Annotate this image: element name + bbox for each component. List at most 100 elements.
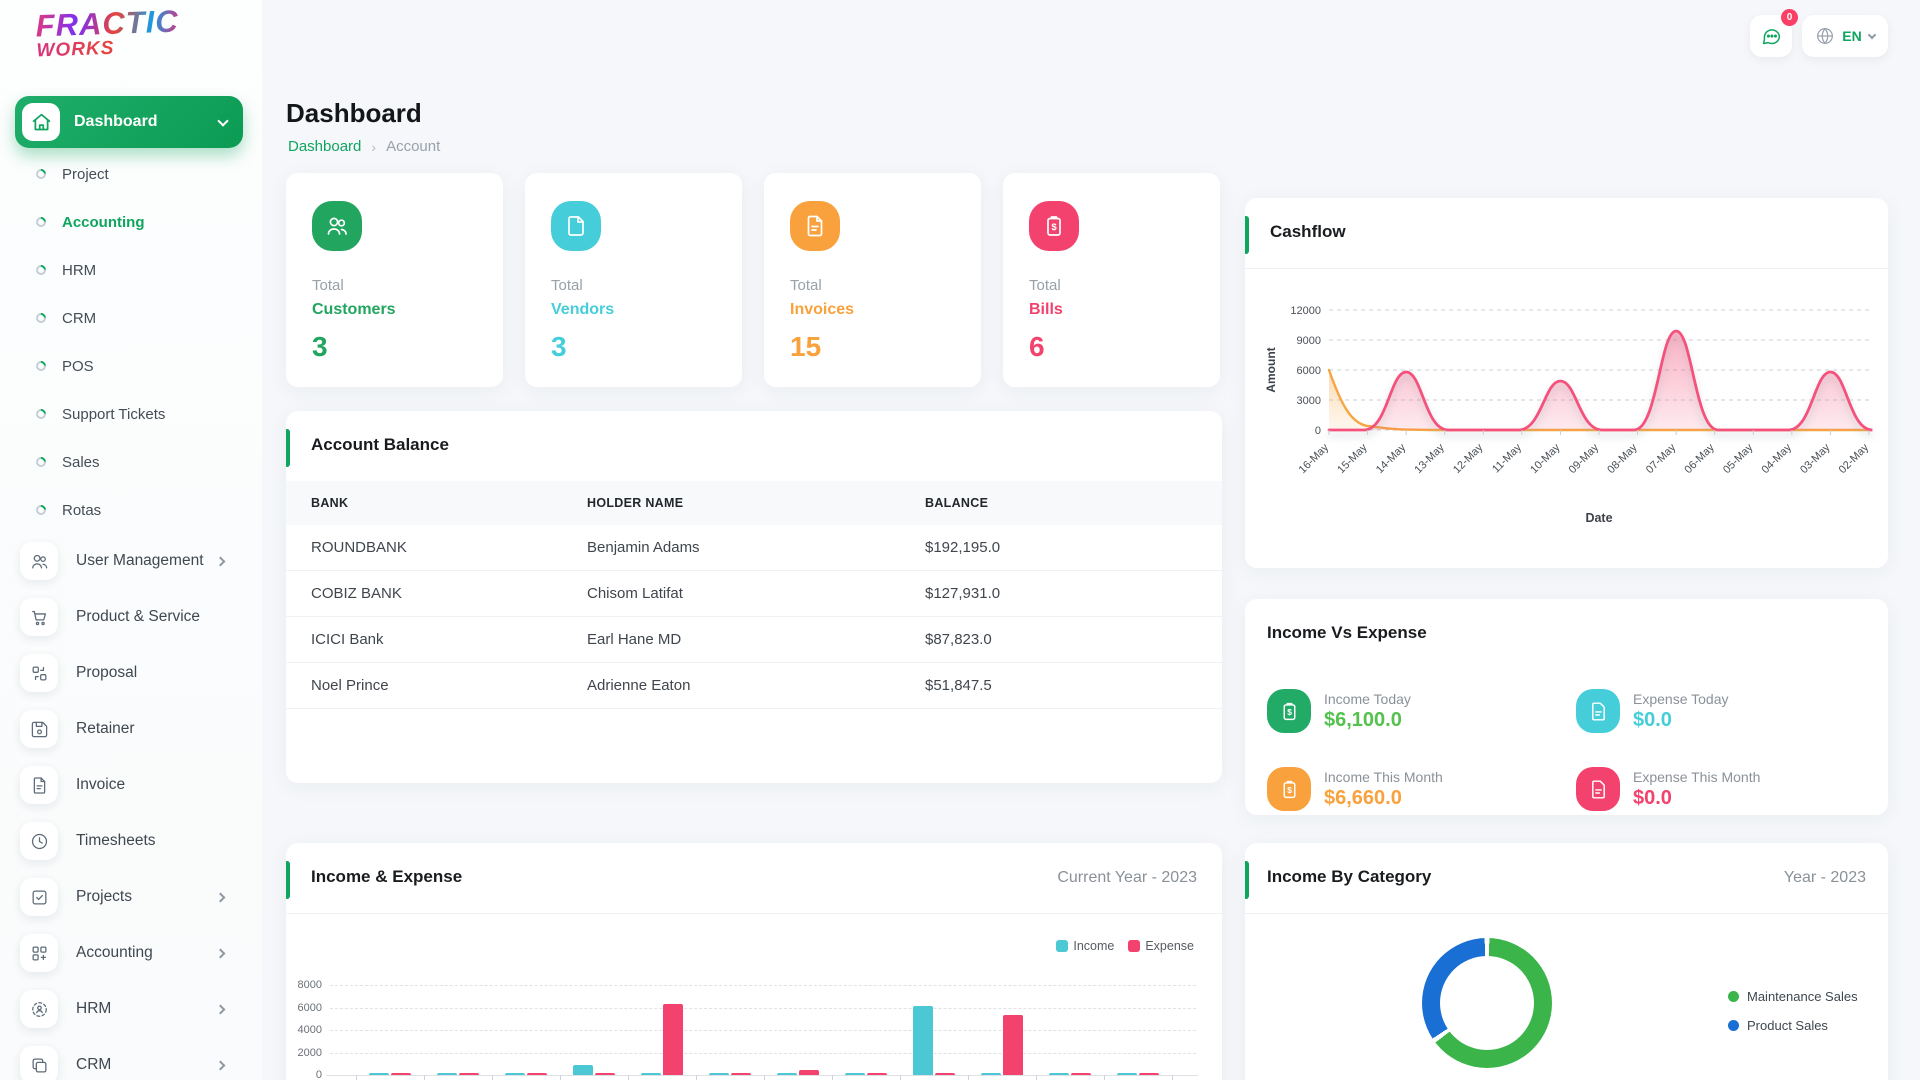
bar[interactable]: [867, 1073, 887, 1075]
bar[interactable]: [437, 1073, 457, 1075]
bar[interactable]: [505, 1073, 525, 1075]
svg-text:07-May: 07-May: [1644, 441, 1679, 476]
users-icon: [20, 542, 58, 580]
bar[interactable]: [913, 1006, 933, 1075]
breadcrumb-dashboard-link[interactable]: Dashboard: [288, 138, 362, 155]
x-axis-tick: [1104, 1075, 1105, 1080]
ive-value: $6,660.0: [1324, 787, 1402, 809]
income-by-category-period: Year - 2023: [1783, 869, 1866, 886]
file-icon: [1576, 689, 1620, 733]
sidebar-item-project[interactable]: Project: [0, 157, 262, 191]
ive-item-expense-today: Expense Today $0.0: [1576, 689, 1728, 733]
sidebar-item-user-management[interactable]: User Management: [0, 533, 262, 589]
bar[interactable]: [527, 1073, 547, 1075]
bar[interactable]: [1049, 1073, 1069, 1075]
bar[interactable]: [935, 1073, 955, 1075]
table-row[interactable]: Noel Prince Adrienne Eaton $51,847.5: [286, 663, 1222, 709]
bar-chart-legend: Income Expense: [1056, 939, 1194, 953]
sidebar-item-crm[interactable]: CRM: [0, 301, 262, 335]
sidebar-item-accounting[interactable]: Accounting: [0, 925, 262, 981]
globe-icon: [1815, 26, 1835, 46]
x-axis-tick: [832, 1075, 833, 1080]
bar[interactable]: [573, 1064, 593, 1075]
sidebar-item-pos[interactable]: POS: [0, 349, 262, 383]
table-cell: $87,823.0: [925, 631, 992, 648]
table-cell: ROUNDBANK: [311, 539, 407, 556]
svg-text:9000: 9000: [1297, 335, 1321, 347]
bar[interactable]: [391, 1073, 411, 1075]
x-axis-tick: [560, 1075, 561, 1080]
legend-dot: [1728, 991, 1739, 1002]
bar[interactable]: [799, 1069, 819, 1075]
ive-item-expense-this-month: Expense This Month $0.0: [1576, 767, 1760, 811]
chevron-down-icon: [217, 114, 229, 127]
sidebar-item-retainer[interactable]: Retainer: [0, 701, 262, 757]
home-icon: [22, 103, 60, 141]
bar[interactable]: [595, 1073, 615, 1075]
bar[interactable]: [731, 1073, 751, 1075]
income-by-category-panel: Income By Category Year - 2023 Maintenan…: [1245, 843, 1888, 1080]
legend-item-maintenance-sales[interactable]: Maintenance Sales: [1728, 989, 1858, 1004]
bar[interactable]: [981, 1073, 1001, 1075]
bar[interactable]: [709, 1073, 729, 1075]
bar[interactable]: [1117, 1073, 1137, 1075]
chat-badge: 0: [1781, 9, 1798, 26]
svg-text:$: $: [1287, 707, 1292, 717]
chevron-right-icon: [215, 556, 226, 566]
users-icon: [312, 201, 362, 251]
income-expense-panel: Income & Expense Current Year - 2023 Inc…: [286, 843, 1222, 1080]
account-balance-title: Account Balance: [311, 435, 449, 454]
bar[interactable]: [777, 1072, 797, 1075]
bar[interactable]: [1139, 1073, 1159, 1075]
sidebar-item-accounting[interactable]: Accounting: [0, 205, 262, 239]
bar[interactable]: [459, 1073, 479, 1075]
sidebar-item-dashboard[interactable]: Dashboard: [15, 96, 243, 148]
bar[interactable]: [369, 1072, 389, 1075]
svg-text:11-May: 11-May: [1490, 441, 1524, 475]
table-cell: Noel Prince: [311, 677, 389, 694]
bar[interactable]: [845, 1073, 865, 1075]
sidebar-item-invoice[interactable]: Invoice: [0, 757, 262, 813]
table-row[interactable]: ROUNDBANK Benjamin Adams $192,195.0: [286, 525, 1222, 571]
svg-text:$: $: [1287, 785, 1292, 795]
svg-text:0: 0: [1315, 425, 1321, 437]
x-axis-tick: [1172, 1075, 1173, 1080]
legend-item-product-sales[interactable]: Product Sales: [1728, 1018, 1858, 1033]
chevron-right-icon: [215, 1004, 226, 1014]
sidebar-item-crm[interactable]: CRM: [0, 1037, 262, 1080]
bar[interactable]: [641, 1073, 661, 1075]
svg-text:13-May: 13-May: [1412, 441, 1447, 476]
svg-text:$: $: [1051, 222, 1057, 233]
bar[interactable]: [1003, 1015, 1023, 1075]
sidebar-item-hrm[interactable]: HRM: [0, 981, 262, 1037]
sidebar-item-product-service[interactable]: Product & Service: [0, 589, 262, 645]
stat-prefix: Total: [312, 277, 344, 294]
language-selector[interactable]: EN: [1802, 15, 1888, 57]
sidebar-item-hrm[interactable]: HRM: [0, 253, 262, 287]
brand-logo[interactable]: FRACTIC WORKS: [35, 4, 180, 62]
breadcrumb-separator-icon: ›: [371, 138, 377, 155]
sidebar-item-support-tickets[interactable]: Support Tickets: [0, 397, 262, 431]
x-axis-tick: [1036, 1075, 1037, 1080]
legend-item-income[interactable]: Income: [1056, 939, 1114, 953]
sidebar-item-projects[interactable]: Projects: [0, 869, 262, 925]
income-expense-period: Current Year - 2023: [1057, 869, 1197, 886]
bar[interactable]: [1071, 1073, 1091, 1075]
y-axis-tick-label: 2000: [297, 1046, 322, 1059]
proposal-icon: [20, 654, 58, 692]
bar[interactable]: [663, 1004, 683, 1075]
legend-item-expense[interactable]: Expense: [1128, 939, 1194, 953]
chat-button[interactable]: 0: [1750, 9, 1798, 57]
sidebar-item-rotas[interactable]: Rotas: [0, 493, 262, 527]
table-row[interactable]: ICICI Bank Earl Hane MD $87,823.0: [286, 617, 1222, 663]
ive-label: Expense This Month: [1633, 769, 1761, 785]
sidebar-item-sales[interactable]: Sales: [0, 445, 262, 479]
invoice-icon: [20, 766, 58, 804]
sidebar-item-proposal[interactable]: Proposal: [0, 645, 262, 701]
clipboard-dollar-icon: $: [1267, 767, 1311, 811]
sidebar-item-timesheets[interactable]: Timesheets: [0, 813, 262, 869]
panel-accent-bar: [286, 861, 290, 899]
invoice-icon: [790, 201, 840, 251]
table-row[interactable]: COBIZ BANK Chisom Latifat $127,931.0: [286, 571, 1222, 617]
x-axis-tick: [968, 1075, 969, 1080]
